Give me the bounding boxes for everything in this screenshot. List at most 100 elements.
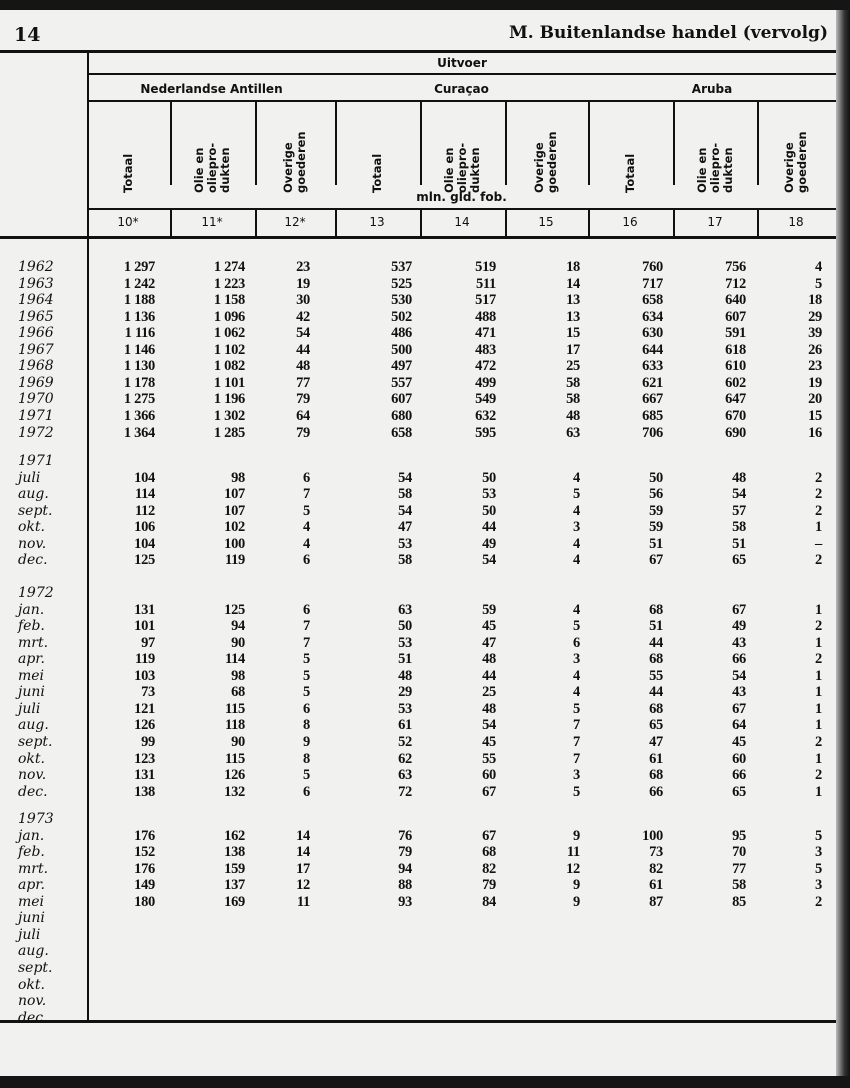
cell-col-18: 3 (815, 877, 822, 894)
cell-col-13: 53 (398, 700, 412, 717)
cell-col-13: 607 (391, 391, 412, 408)
cell-col-17: 670 (725, 407, 746, 424)
cell-col-10: 119 (134, 651, 155, 668)
row-label: mei (18, 893, 45, 910)
row-label: mrt. (18, 860, 49, 877)
row-label: 1964 (18, 292, 54, 309)
row-label: 1965 (18, 308, 54, 325)
cell-col-12: 9 (303, 733, 310, 750)
row-label: jan. (18, 827, 45, 844)
cell-col-11: 126 (224, 767, 245, 784)
year-heading-row: 1971 (0, 453, 850, 469)
group-divider (335, 208, 337, 236)
cell-col-16: 706 (642, 424, 663, 441)
cell-col-18: 19 (808, 374, 822, 391)
cell-col-14: 45 (482, 618, 496, 635)
cell-col-11: 102 (224, 519, 245, 536)
cell-col-13: 29 (398, 684, 412, 701)
column-divider (255, 100, 257, 185)
cell-col-15: 5 (573, 486, 580, 503)
cell-col-18: 4 (815, 259, 822, 275)
table-row: dec. 138 132 6 72 67 5 66 65 1 (0, 784, 850, 800)
cell-col-14: 511 (475, 275, 496, 292)
cell-col-10: 149 (134, 877, 155, 894)
cell-col-17: 640 (725, 292, 746, 309)
cell-col-17: 58 (732, 519, 746, 536)
cell-col-14: 54 (482, 717, 496, 734)
cell-col-17: 85 (732, 893, 746, 910)
cell-col-11: 1 274 (213, 259, 245, 275)
cell-col-12: 5 (303, 651, 310, 668)
cell-col-13: 47 (398, 519, 412, 536)
unit-label: mln. gld. fob. (416, 190, 507, 204)
frame-left (87, 50, 89, 1022)
cell-col-10: 97 (141, 634, 155, 651)
cell-col-11: 125 (224, 601, 245, 618)
cell-col-11: 159 (224, 860, 245, 877)
cell-col-17: 65 (732, 552, 746, 569)
row-label: 1971 (18, 407, 54, 424)
row-label: 1966 (18, 325, 54, 342)
cell-col-13: 62 (398, 750, 412, 767)
cell-col-14: 50 (482, 502, 496, 519)
cell-col-18: 1 (815, 519, 822, 536)
column-heading: Overige goederen (782, 131, 809, 193)
cell-col-15: 14 (566, 275, 580, 292)
cell-col-15: 6 (573, 634, 580, 651)
cell-col-16: 44 (649, 634, 663, 651)
rule-groups (88, 100, 836, 102)
cell-col-18: 29 (808, 308, 822, 325)
row-label: okt. (18, 750, 45, 767)
table-row: 1972 1 364 1 285 79 658 595 63 706 690 16 (0, 425, 850, 441)
cell-col-14: 60 (482, 767, 496, 784)
cell-col-15: 4 (573, 667, 580, 684)
cell-col-15: 13 (566, 292, 580, 309)
cell-col-10: 126 (134, 717, 155, 734)
cell-col-17: 67 (732, 601, 746, 618)
table-row: juni 73 68 5 29 25 4 44 43 1 (0, 684, 850, 700)
row-label: mei (18, 667, 45, 684)
cell-col-10: 180 (134, 893, 155, 910)
table-row: apr. 149 137 12 88 79 9 61 58 3 (0, 877, 850, 893)
cell-col-15: 9 (573, 827, 580, 844)
cell-col-16: 68 (649, 767, 663, 784)
cell-col-15: 9 (573, 893, 580, 910)
table-row: 1967 1 146 1 102 44 500 483 17 644 618 26 (0, 342, 850, 358)
table-row: juli 121 115 6 53 48 5 68 67 1 (0, 701, 850, 717)
cell-col-11: 1 082 (213, 358, 245, 375)
cell-col-17: 591 (725, 325, 746, 342)
cell-col-10: 152 (134, 844, 155, 861)
cell-col-17: 70 (732, 844, 746, 861)
cell-col-15: 5 (573, 618, 580, 635)
cell-col-12: 44 (296, 341, 310, 358)
cell-col-10: 176 (134, 827, 155, 844)
cell-col-12: 5 (303, 502, 310, 519)
cell-col-18: 16 (808, 424, 822, 441)
column-heading: Overige goederen (281, 131, 308, 193)
cell-col-16: 44 (649, 684, 663, 701)
cell-col-14: 499 (475, 374, 496, 391)
cell-col-15: 13 (566, 308, 580, 325)
cell-col-11: 1 196 (213, 391, 245, 408)
cell-col-14: 82 (482, 860, 496, 877)
cell-col-13: 58 (398, 486, 412, 503)
cell-col-10: 1 297 (123, 259, 155, 275)
cell-col-12: 12 (296, 877, 310, 894)
cell-col-12: 54 (296, 325, 310, 342)
cell-col-13: 61 (398, 717, 412, 734)
cell-col-18: 5 (815, 275, 822, 292)
column-divider (673, 100, 675, 185)
table-row: nov. 104 100 4 53 49 4 51 51 – (0, 536, 850, 552)
table-row: aug. 114 107 7 58 53 5 56 54 2 (0, 486, 850, 502)
cell-col-15: 7 (573, 717, 580, 734)
cell-col-14: 483 (475, 341, 496, 358)
cell-col-14: 517 (475, 292, 496, 309)
cell-col-17: 65 (732, 783, 746, 800)
cell-col-17: 67 (732, 700, 746, 717)
cell-col-12: 14 (296, 844, 310, 861)
cell-col-18: 15 (808, 407, 822, 424)
cell-col-17: 602 (725, 374, 746, 391)
cell-col-12: 5 (303, 667, 310, 684)
cell-col-11: 114 (224, 651, 245, 668)
cell-col-10: 99 (141, 733, 155, 750)
